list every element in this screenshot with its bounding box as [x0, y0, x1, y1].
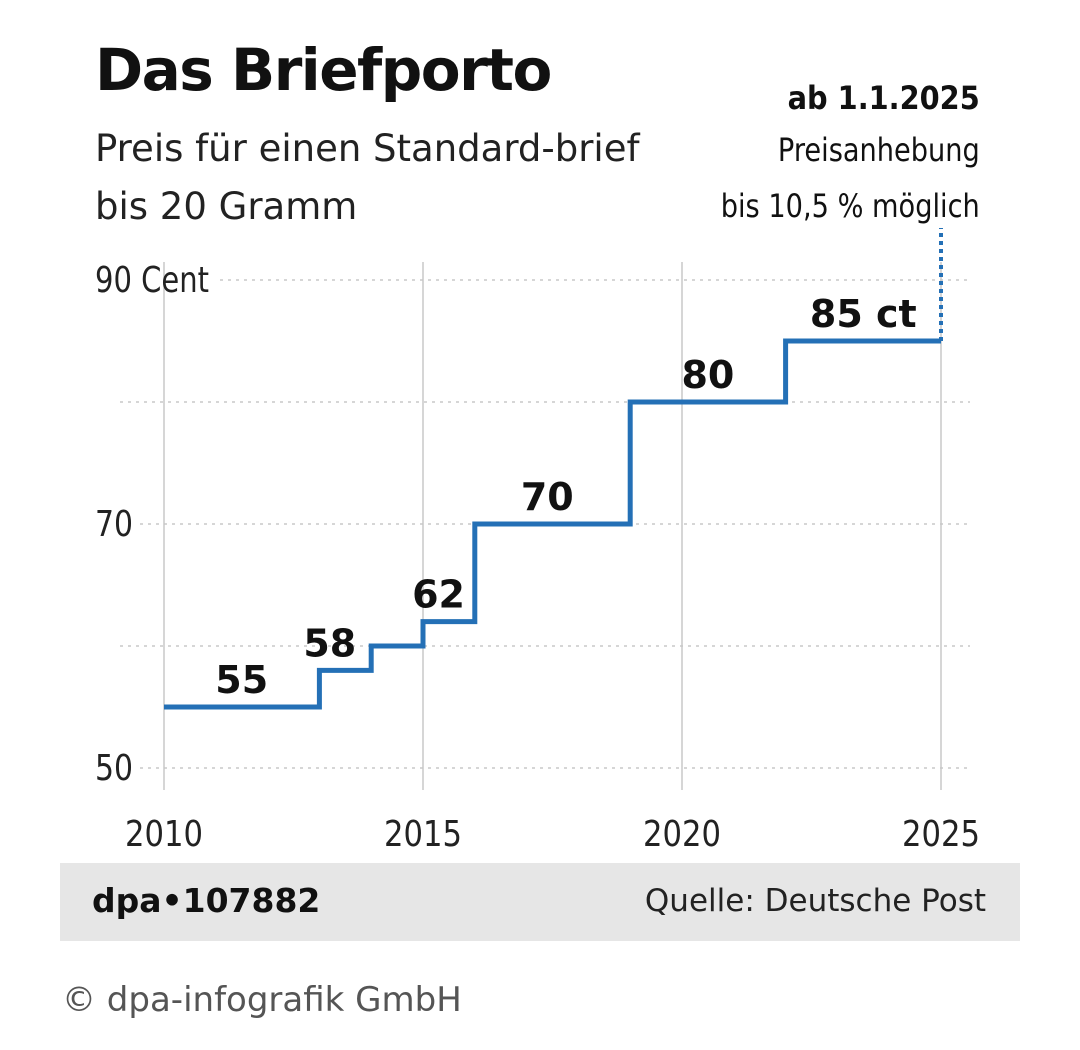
series-line-0 — [164, 338, 941, 710]
x-tick-label-2010: 2010 — [125, 814, 203, 855]
price-increase-note: ab 1.1.2025 Preisanhebung bis 10,5 % mög… — [675, 74, 980, 234]
source-label: Quelle: Deutsche Post — [644, 883, 986, 919]
footer-bar: dpa•107882 Quelle: Deutsche Post — [60, 863, 1020, 941]
x-tick-label-2015: 2015 — [384, 814, 462, 855]
note-date: ab 1.1.2025 — [787, 79, 980, 117]
x-tick-label-2020: 2020 — [643, 814, 721, 855]
dpa-id-label: dpa•107882 — [92, 881, 321, 920]
chart-title: Das Briefporto — [95, 36, 552, 104]
x-tick-label-2025: 2025 — [902, 814, 980, 855]
note-line-1: Preisanhebung — [778, 131, 980, 169]
horizontal-grid — [120, 279, 970, 769]
data-label-layer: 55 58 62 70 80 85 ct — [215, 292, 916, 702]
data-label-58: 58 — [303, 621, 356, 665]
data-label-80: 80 — [681, 353, 734, 397]
step-chart: 90 Cent 70 50 2010 2015 2020 2025 55 58 62 70 80 8… — [95, 228, 980, 855]
y-tick-label-90: 90 Cent — [95, 260, 209, 301]
y-tick-label-70: 70 — [95, 504, 133, 545]
y-tick-label-50: 50 — [95, 748, 133, 789]
chart-subtitle: Preis für einen Standard-brief bis 20 Gr… — [95, 127, 640, 228]
data-label-85-ct: 85 ct — [810, 292, 917, 336]
note-line-2: bis 10,5 % möglich — [720, 187, 980, 225]
copyright-notice: © dpa-infografik GmbH — [62, 980, 462, 1020]
data-label-55: 55 — [215, 658, 268, 702]
vertical-grid — [163, 262, 942, 790]
data-label-62: 62 — [412, 573, 465, 617]
x-axis-labels: 2010 2015 2020 2025 — [125, 814, 980, 855]
y-axis-labels: 90 Cent 70 50 — [95, 260, 209, 789]
data-label-70: 70 — [521, 475, 574, 519]
series-layer — [164, 228, 943, 710]
